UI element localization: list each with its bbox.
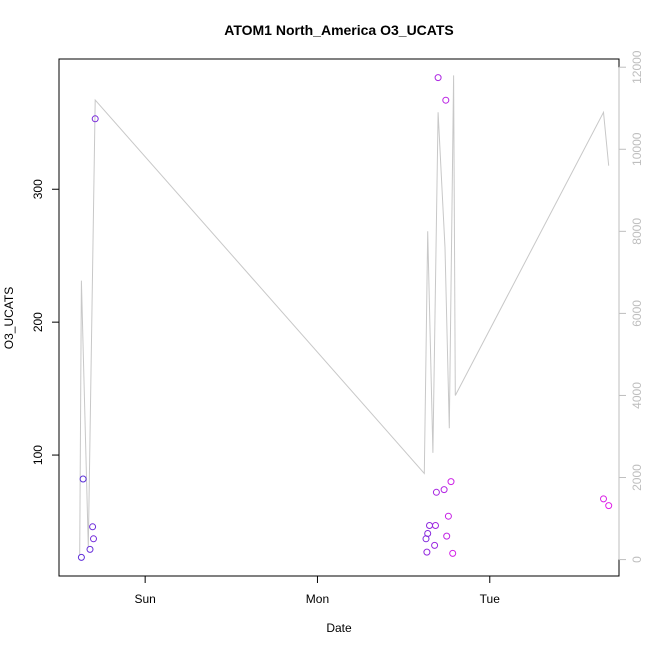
data-point xyxy=(605,502,613,510)
data-point xyxy=(447,478,455,486)
data-point xyxy=(424,530,432,537)
line-series-layer xyxy=(79,75,610,556)
y-axis-left: 100 200 300 xyxy=(31,179,60,465)
y-left-tick-label: 100 xyxy=(31,445,45,465)
y-left-tick-label: 300 xyxy=(31,179,45,199)
data-point xyxy=(432,522,439,529)
x-tick-label: Sun xyxy=(134,592,155,606)
data-point xyxy=(90,535,97,543)
y-left-tick-label: 200 xyxy=(31,312,45,332)
data-point xyxy=(432,488,440,496)
y-right-tick-label: 0 xyxy=(630,556,644,563)
data-point xyxy=(434,74,442,82)
x-tick-label: Mon xyxy=(306,592,329,606)
y-right-tick-label: 12000 xyxy=(630,50,644,84)
chart-title: ATOM1 North_America O3_UCATS xyxy=(224,22,454,38)
y-axis-right: 0 2000 4000 6000 8000 10000 12000 xyxy=(618,50,644,563)
data-point xyxy=(431,541,439,549)
data-point xyxy=(79,475,87,483)
data-point xyxy=(449,549,457,557)
point-series-layer xyxy=(77,74,613,561)
data-point xyxy=(91,115,99,123)
data-point xyxy=(443,532,451,540)
data-point xyxy=(86,545,94,553)
data-point xyxy=(440,486,448,494)
data-point xyxy=(444,512,452,520)
data-point xyxy=(423,548,431,556)
data-point xyxy=(442,96,450,104)
line-series xyxy=(79,75,610,556)
x-tick-label: Tue xyxy=(480,592,501,606)
x-axis-label: Date xyxy=(326,621,352,635)
y-axis-label: O3_UCATS xyxy=(2,287,16,349)
data-point xyxy=(600,495,607,503)
y-right-tick-label: 10000 xyxy=(630,132,644,166)
y-right-tick-label: 2000 xyxy=(630,464,644,491)
data-point xyxy=(89,523,97,531)
y-right-tick-label: 8000 xyxy=(630,218,644,245)
data-point xyxy=(77,553,85,561)
data-point xyxy=(426,522,433,529)
y-right-tick-label: 4000 xyxy=(630,382,644,409)
y-right-tick-label: 6000 xyxy=(630,300,644,327)
plot-frame xyxy=(58,58,620,577)
x-axis: Sun Mon Tue xyxy=(134,575,501,606)
